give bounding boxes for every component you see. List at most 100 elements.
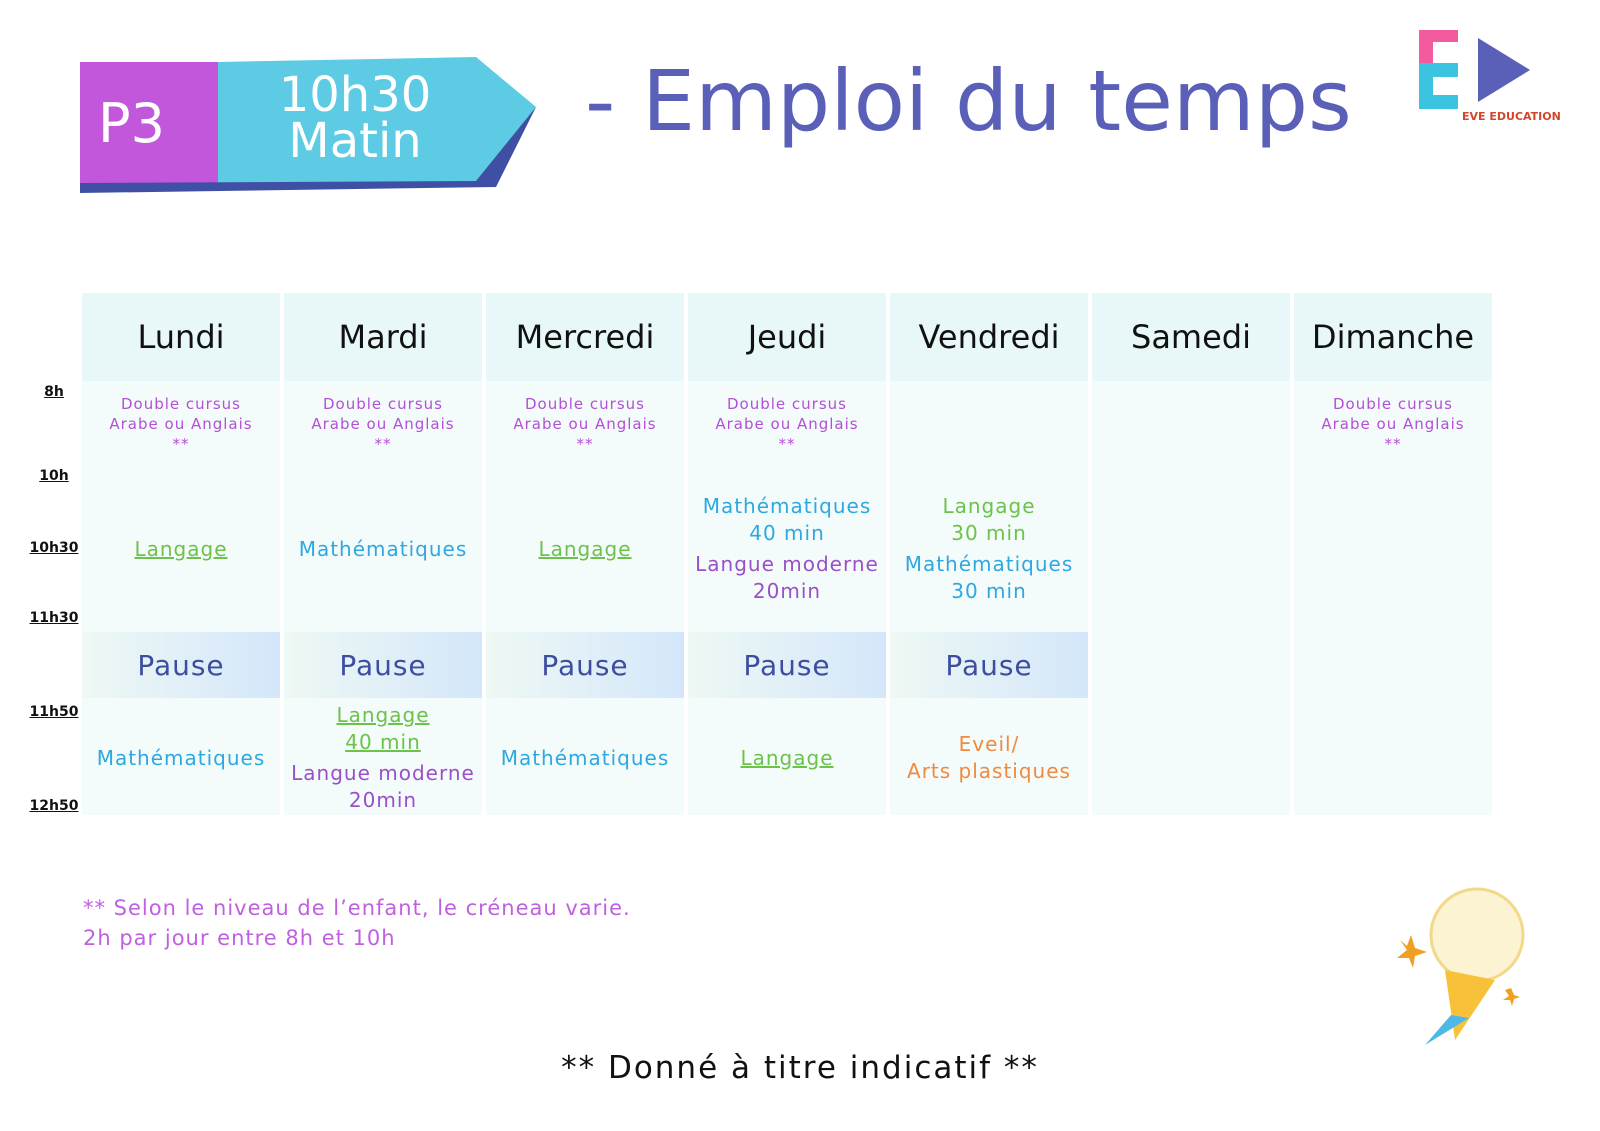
lesson-line: Pause: [137, 648, 225, 682]
pause-cell: Pause: [82, 632, 280, 698]
lesson-line: **: [172, 435, 190, 453]
lesson-line: Double cursus: [525, 395, 645, 413]
lesson: Langue moderne 20min: [291, 760, 475, 814]
footer: ** Donné à titre indicatif **: [561, 1050, 1039, 1086]
lesson-line: Eveil/: [958, 732, 1020, 756]
lesson: Pause: [743, 649, 830, 682]
lesson: Langage 40 min: [336, 702, 429, 756]
lesson: Langage 30 min: [942, 493, 1035, 547]
lesson-line: Double cursus: [1333, 395, 1453, 413]
lesson-line: Pause: [743, 648, 831, 682]
lesson: Pause: [339, 649, 426, 682]
lesson: Double cursus Arabe ou Anglais **: [715, 394, 858, 454]
day-header: Samedi: [1092, 293, 1290, 381]
lesson-line: 40 min: [345, 730, 421, 754]
lesson-line: **: [1384, 435, 1402, 453]
bulb-illustration: [1397, 887, 1525, 1045]
time-label: 10h: [39, 468, 69, 484]
session-time: 10h30: [278, 67, 432, 123]
lesson-line: Arabe ou Anglais: [109, 415, 253, 433]
lesson-line: Langage: [134, 536, 228, 561]
lesson-line: Mathématiques: [904, 552, 1074, 576]
badge: P3: [98, 92, 165, 155]
lesson-line: Langage: [740, 745, 834, 770]
lesson: Pause: [137, 649, 224, 682]
lesson-line: **: [778, 435, 796, 453]
lesson-line: Arabe ou Anglais: [1321, 415, 1465, 433]
lesson-line: Double cursus: [323, 395, 443, 413]
lesson-cell: Langage: [486, 470, 684, 628]
lesson-cell: Double cursus Arabe ou Anglais **: [486, 382, 684, 462]
lesson-line: Pause: [339, 648, 427, 682]
lesson: Mathématiques: [97, 745, 266, 772]
time-label: 10h30: [29, 540, 79, 556]
lesson-line: Pause: [945, 648, 1033, 682]
day-header: Vendredi: [890, 293, 1088, 381]
lesson: Pause: [945, 649, 1032, 682]
lesson: Mathématiques: [501, 745, 670, 772]
lesson-line: Arabe ou Anglais: [715, 415, 859, 433]
lesson-line: Arabe ou Anglais: [513, 415, 657, 433]
lesson-line: Double cursus: [121, 395, 241, 413]
lesson-line: **: [374, 435, 392, 453]
note: ** Selon le niveau de l’enfant, le créne…: [83, 896, 631, 920]
lesson-cell: Mathématiques: [284, 470, 482, 628]
lesson: Double cursus Arabe ou Anglais **: [1321, 394, 1464, 454]
lesson-line: Arts plastiques: [907, 759, 1071, 783]
lesson-cell: Langage 40 min Langue moderne 20min: [284, 700, 482, 816]
badge-shape: [80, 57, 536, 193]
lesson-line: Langage: [538, 536, 632, 561]
lesson-cell: Eveil/Arts plastiques: [890, 700, 1088, 816]
day-header: Jeudi: [688, 293, 886, 381]
lesson: Double cursus Arabe ou Anglais **: [109, 394, 252, 454]
lesson-line: 20min: [348, 788, 418, 812]
lesson: Pause: [541, 649, 628, 682]
logo-mark: [1419, 30, 1530, 109]
note: 2h par jour entre 8h et 10h: [83, 926, 396, 950]
lesson-line: Mathématiques: [298, 536, 468, 561]
day-header: Mardi: [284, 293, 482, 381]
lesson-cell: Langage: [688, 700, 886, 816]
lesson-line: Mathématiques: [96, 745, 266, 770]
lesson: Mathématiques 40 min: [703, 493, 872, 547]
lesson-line: Mathématiques: [702, 494, 872, 518]
lesson-line: Langage: [336, 703, 430, 727]
pause-cell: Pause: [688, 632, 886, 698]
lesson-line: Langue moderne: [695, 552, 879, 576]
lesson-line: 30 min: [951, 579, 1027, 603]
lesson-line: Pause: [541, 648, 629, 682]
lesson-line: Arabe ou Anglais: [311, 415, 455, 433]
pause-cell: Pause: [486, 632, 684, 698]
lesson-line: Double cursus: [727, 395, 847, 413]
timetable: 8h 10h 10h30 11h30 11h50 12h50 Lundi Double cur…: [29, 293, 1492, 816]
lesson: Double cursus Arabe ou Anglais **: [311, 394, 454, 454]
session: 10h30 Matin: [250, 67, 460, 169]
lesson-cell: Double cursus Arabe ou Anglais **: [284, 382, 482, 462]
lesson-cell: Langage 30 min Mathématiques 30 min: [890, 470, 1088, 628]
day-header: Dimanche: [1294, 293, 1492, 381]
session-period: Matin: [288, 113, 422, 169]
lesson-line: 20min: [752, 579, 822, 603]
lesson-cell: Mathématiques 40 min Langue moderne 20min: [688, 470, 886, 628]
lesson: Mathématiques: [299, 536, 468, 563]
title: - Emploi du temps: [585, 52, 1352, 150]
day-header: Mercredi: [486, 293, 684, 381]
pause-cell: Pause: [890, 632, 1088, 698]
lesson-line: Langue moderne: [291, 761, 475, 785]
lesson: Mathématiques 30 min: [905, 551, 1074, 605]
lesson-cell: Double cursus Arabe ou Anglais **: [1294, 382, 1492, 462]
day-header: Lundi: [82, 293, 280, 381]
pause-cell: Pause: [284, 632, 482, 698]
lesson-line: **: [576, 435, 594, 453]
lesson-line: Langage: [942, 494, 1036, 518]
lesson: Langue moderne 20min: [695, 551, 879, 605]
logo-text: EVE EDUCATION: [1462, 110, 1561, 123]
lesson: Langage: [134, 536, 227, 563]
lesson-cell: Double cursus Arabe ou Anglais **: [688, 382, 886, 462]
lesson: Double cursus Arabe ou Anglais **: [513, 394, 656, 454]
time-label: 12h50: [29, 798, 79, 814]
lesson-cell: Mathématiques: [486, 700, 684, 816]
time-label: 11h50: [29, 704, 79, 720]
lesson: Langage: [740, 745, 833, 772]
